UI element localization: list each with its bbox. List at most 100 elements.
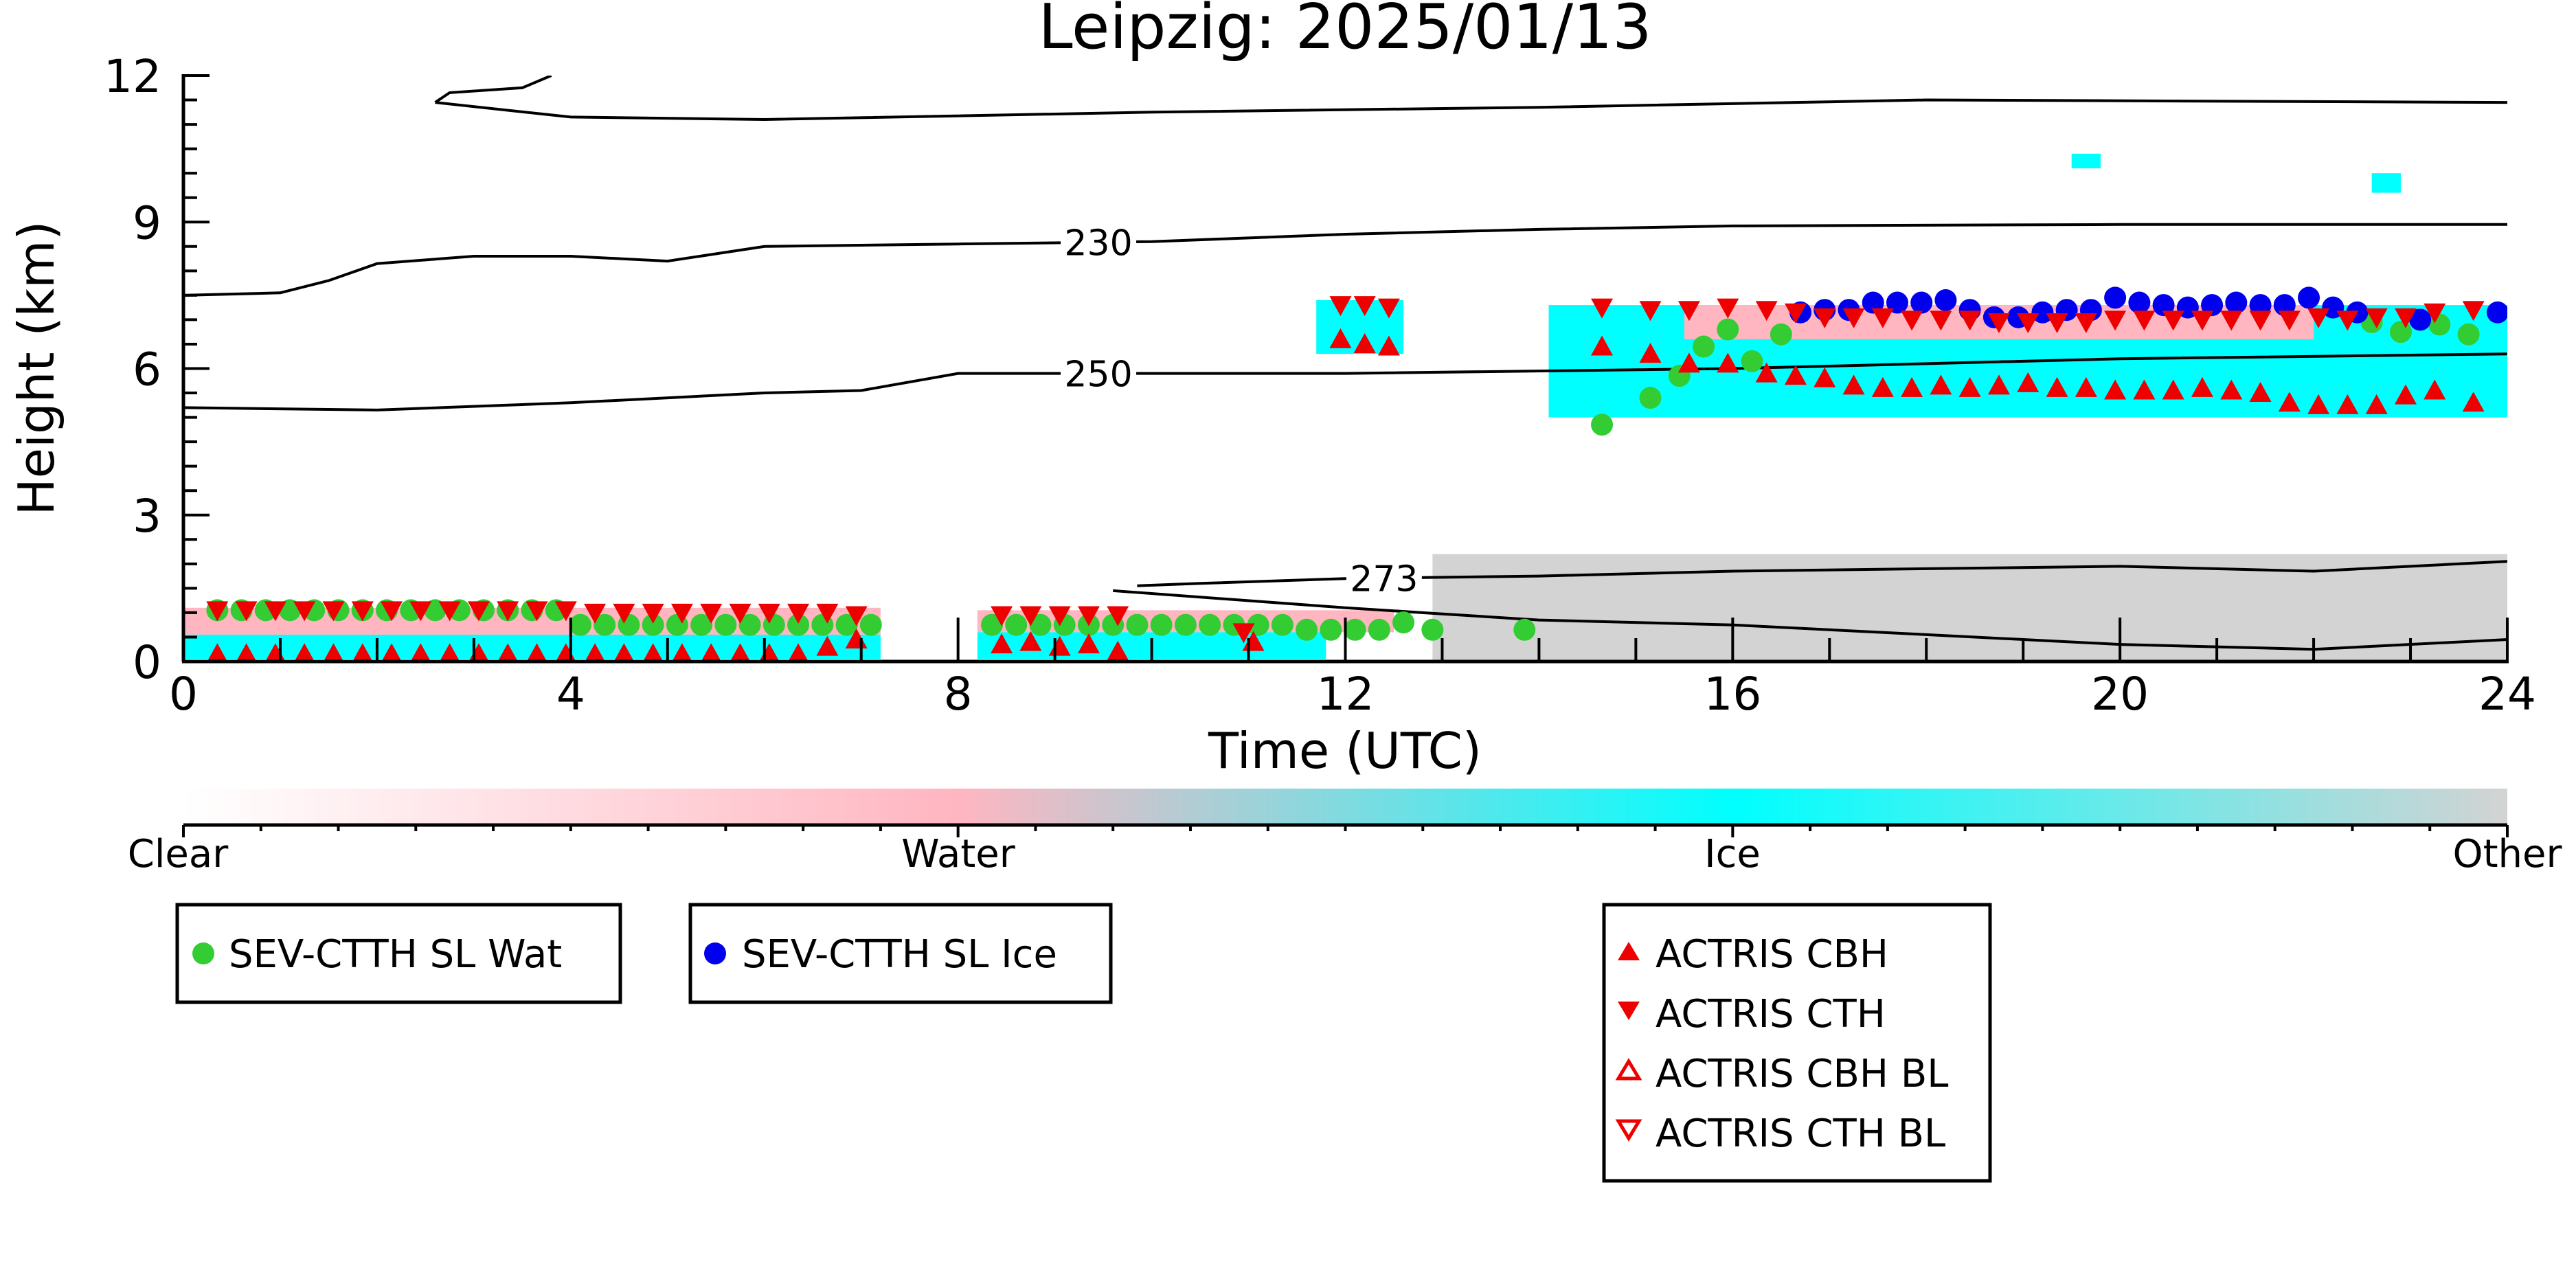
- marker-actris-cbh: [1755, 362, 1778, 383]
- marker-actris-cth: [293, 601, 316, 622]
- marker-actris-cbh: [1639, 343, 1662, 363]
- axis-ticks: 0 4 8 12 16 20 24 0 3 6 9 12: [104, 50, 2536, 721]
- marker-sev-ctth-sl-ice: [2409, 308, 2432, 331]
- marker-sev-ctth-sl-wat: [1344, 618, 1366, 641]
- marker-actris-cth: [991, 606, 1013, 626]
- isotherm-label-bg: [1346, 557, 1422, 598]
- marker-actris-cth: [1232, 623, 1255, 644]
- marker-actris-cth: [1814, 308, 1836, 328]
- marker-actris-cth: [700, 603, 723, 624]
- marker-sev-ctth-sl-wat: [1126, 613, 1149, 636]
- marker-actris-cth: [2162, 310, 2184, 331]
- marker-sev-ctth-sl-ice: [1886, 291, 1908, 314]
- marker-actris-cth: [816, 603, 839, 624]
- marker-sev-ctth-sl-wat: [1247, 613, 1269, 636]
- marker-actris-cth: [584, 603, 607, 624]
- marker-actris-cth: [351, 601, 374, 622]
- y-axis-label: Height (km): [8, 221, 65, 516]
- marker-sev-ctth-sl-wat: [2389, 321, 2412, 343]
- x-axis-label: Time (UTC): [1208, 722, 1482, 780]
- marker-actris-cbh: [1353, 332, 1376, 353]
- marker-actris-cth: [206, 601, 229, 622]
- isotherm-250: [183, 352, 2507, 411]
- marker-actris-cbh: [2104, 379, 2127, 400]
- marker-actris-cbh: [1958, 376, 1981, 397]
- cloud-region-other: [1432, 554, 2507, 662]
- marker-actris-cbh: [788, 643, 809, 662]
- marker-actris-cbh: [352, 643, 373, 662]
- marker-actris-cbh: [410, 643, 431, 662]
- marker-actris-cth: [1019, 606, 1042, 626]
- x-tick-label: 4: [556, 668, 585, 721]
- cloud-region-ice: [2071, 153, 2101, 169]
- marker-sev-ctth-sl-wat: [1029, 613, 1052, 636]
- marker-actris-cth: [264, 601, 286, 622]
- marker-actris-cbh: [236, 643, 257, 662]
- marker-actris-cbh: [2249, 382, 2272, 403]
- isotherm-label: 230: [1064, 223, 1132, 264]
- marker-actris-cth: [438, 601, 461, 622]
- marker-actris-cth: [1639, 301, 1662, 321]
- legend-marker-actris-cth-bl: [1615, 1119, 1642, 1142]
- marker-actris-cth: [1755, 301, 1778, 321]
- marker-actris-cth: [409, 601, 432, 622]
- marker-actris-cbh: [2075, 376, 2097, 397]
- marker-actris-cth: [2017, 313, 2040, 333]
- marker-sev-ctth-sl-ice: [2249, 294, 2272, 317]
- marker-actris-cbh: [2336, 394, 2359, 414]
- marker-actris-cbh: [2307, 394, 2330, 414]
- legend-label: SEV-CTTH SL Wat: [229, 932, 562, 977]
- marker-actris-cth: [2133, 310, 2156, 331]
- y-tick-label: 12: [104, 50, 161, 103]
- marker-actris-cbh: [1591, 335, 1614, 356]
- marker-sev-ctth-sl-wat: [714, 613, 737, 636]
- colorbar-label-water: Water: [901, 832, 1016, 877]
- marker-sev-ctth-sl-wat: [642, 613, 664, 636]
- isotherm-line: [1113, 589, 2507, 651]
- legend-box: [175, 903, 622, 1004]
- marker-actris-cbh: [1784, 365, 1807, 385]
- marker-sev-ctth-sl-wat: [1296, 618, 1318, 641]
- marker-actris-cbh: [2394, 384, 2417, 405]
- marker-actris-cth: [526, 601, 548, 622]
- marker-actris-cth: [2462, 301, 2485, 321]
- y-tick-label: 9: [133, 196, 161, 249]
- marker-actris-cth: [2394, 308, 2417, 328]
- marker-sev-ctth-sl-wat: [1421, 618, 1444, 641]
- marker-sev-ctth-sl-wat: [1368, 618, 1390, 641]
- marker-actris-cth: [1901, 310, 1923, 331]
- marker-actris-cbh: [1930, 374, 1952, 395]
- isotherm-label: 273: [1350, 558, 1418, 600]
- marker-actris-cth: [1871, 308, 1894, 328]
- marker-sev-ctth-sl-ice: [1862, 291, 1884, 314]
- marker-actris-cth: [845, 606, 868, 626]
- isotherm-230: [183, 223, 2507, 297]
- marker-actris-cth: [1958, 310, 1981, 331]
- marker-actris-cth: [787, 603, 810, 624]
- marker-actris-cth: [729, 603, 752, 624]
- legend-marker-actris-cth: [1618, 1002, 1640, 1020]
- marker-actris-cth: [2365, 308, 2388, 328]
- marker-actris-cth: [2424, 303, 2446, 324]
- marker-sev-ctth-sl-wat: [1770, 323, 1792, 346]
- x-tick-label: 24: [2478, 668, 2536, 721]
- marker-actris-cth: [2046, 313, 2068, 333]
- marker-actris-cbh: [701, 643, 721, 662]
- marker-actris-cbh: [1814, 367, 1836, 387]
- marker-sev-ctth-sl-wat: [1174, 613, 1197, 636]
- x-tick-label: 8: [944, 668, 973, 721]
- marker-actris-cth: [2249, 310, 2272, 331]
- marker-actris-cth: [1048, 606, 1071, 626]
- marker-actris-cbh: [613, 643, 635, 662]
- marker-sev-ctth-sl-wat: [2457, 323, 2480, 346]
- marker-actris-cbh: [1377, 335, 1400, 356]
- marker-sev-ctth-sl-ice: [2225, 291, 2248, 314]
- colorbar-ticks: [182, 825, 2509, 837]
- marker-actris-cbh: [526, 643, 547, 662]
- marker-actris-cth: [1987, 313, 2010, 333]
- marker-sev-ctth-sl-ice: [2152, 294, 2175, 317]
- colorbar: Clear Water Ice Other: [128, 789, 2562, 877]
- marker-actris-cbh: [2017, 372, 2040, 392]
- marker-sev-ctth-sl-wat: [1717, 318, 1739, 341]
- legend-label: ACTRIS CBH: [1656, 932, 1888, 977]
